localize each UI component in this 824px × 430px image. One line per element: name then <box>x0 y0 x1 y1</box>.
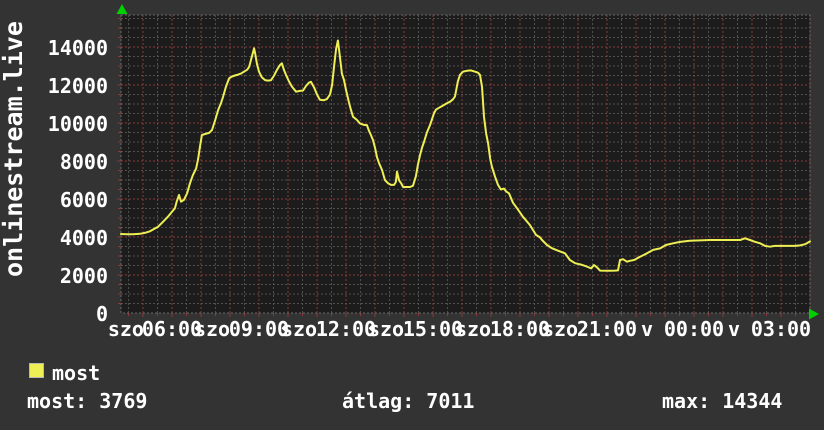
y-tick-label: 12000 <box>47 74 108 98</box>
y-axis-arrow-icon <box>116 4 128 14</box>
y-tick-label: 4000 <box>59 226 108 250</box>
stat-max: max: 14344 <box>662 389 783 413</box>
stat-most: most: 3769 <box>27 389 148 413</box>
x-tick-label: 12:00 <box>315 317 377 341</box>
x-tick-label: 21:00 <box>576 317 638 341</box>
x-tick-label: 18:00 <box>489 317 551 341</box>
x-axis-arrow-icon <box>809 308 819 320</box>
x-tick-label: 09:00 <box>228 317 290 341</box>
x-day-label: szo <box>367 317 405 341</box>
x-tick-label: 00:00 <box>663 317 725 341</box>
x-day-label: szo <box>280 317 318 341</box>
x-tick-label: 15:00 <box>402 317 464 341</box>
y-tick-label: 8000 <box>59 150 108 174</box>
x-day-label: szo <box>541 317 579 341</box>
y-tick-label: 6000 <box>59 188 108 212</box>
legend-label: most <box>52 361 101 385</box>
stat-atlag: átlag: 7011 <box>342 389 475 413</box>
x-day-label: szo <box>454 317 492 341</box>
y-tick-label: 2000 <box>59 264 108 288</box>
x-tick-label: 06:00 <box>141 317 203 341</box>
x-day-label: v <box>727 317 741 341</box>
legend-swatch-most <box>29 363 44 378</box>
x-day-label: szo <box>193 317 231 341</box>
x-tick-label: 03:00 <box>750 317 812 341</box>
x-day-label: szo <box>107 317 144 341</box>
y-tick-label: 10000 <box>47 112 108 136</box>
y-tick-label: 0 <box>95 302 108 326</box>
x-day-label: v <box>640 317 654 341</box>
y-tick-label: 14000 <box>47 36 108 60</box>
